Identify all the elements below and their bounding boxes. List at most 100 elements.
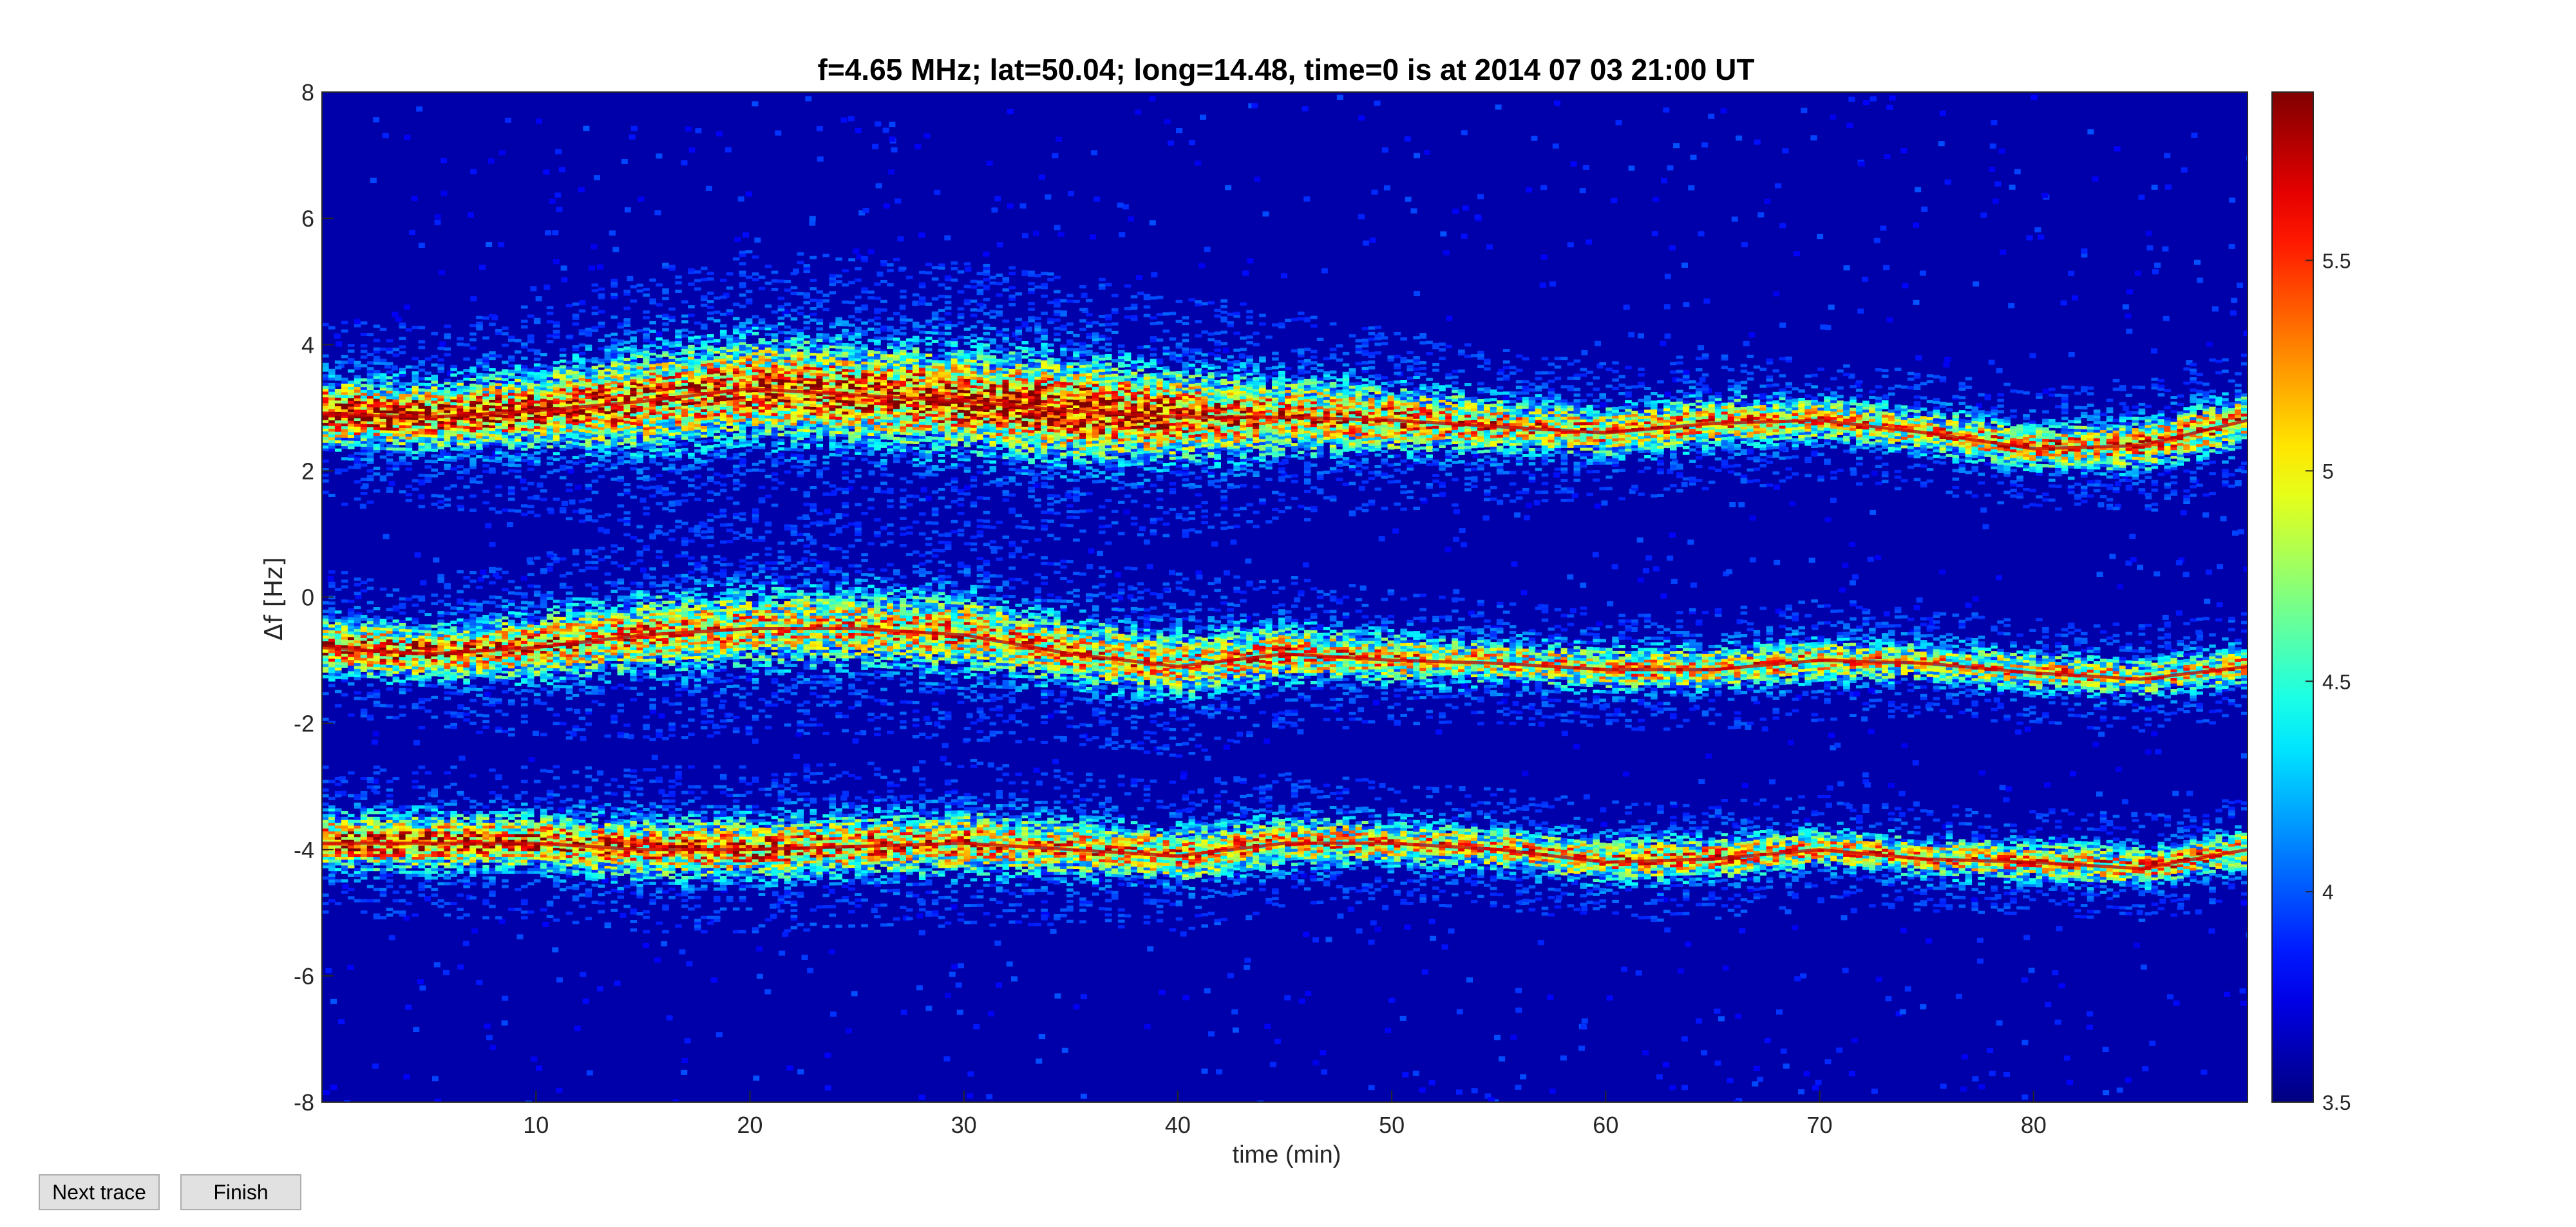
noise-cell xyxy=(1735,1013,1742,1019)
trace-cell xyxy=(386,339,393,342)
noise-cell xyxy=(1026,875,1033,881)
trace-cell xyxy=(604,391,612,395)
trace-cell xyxy=(482,373,489,377)
trace-cell xyxy=(399,447,406,451)
noise-cell xyxy=(416,106,423,112)
trace-cell xyxy=(649,403,656,407)
trace-cell xyxy=(515,421,522,425)
trace-cell xyxy=(469,324,477,328)
trace-cell xyxy=(790,465,798,469)
trace-cell xyxy=(533,377,541,381)
trace-cell xyxy=(784,288,791,292)
noise-cell xyxy=(486,242,493,247)
trace-cell xyxy=(681,357,688,361)
trace-cell xyxy=(354,480,361,484)
noise-cell xyxy=(1848,373,1855,379)
trace-cell xyxy=(758,364,766,367)
noise-cell xyxy=(1135,109,1142,115)
trace-cell xyxy=(732,337,740,341)
noise-cell xyxy=(1852,574,1859,580)
trace-cell xyxy=(559,447,567,451)
trace-cell xyxy=(726,408,734,412)
trace-cell xyxy=(719,350,727,353)
trace-cell xyxy=(777,308,785,312)
trace-cell xyxy=(444,435,451,439)
trace-cell xyxy=(521,458,528,462)
noise-cell xyxy=(1886,317,1893,323)
noise-cell xyxy=(2177,903,2184,908)
noise-cell xyxy=(1453,589,1460,595)
trace-cell xyxy=(373,449,381,453)
trace-cell xyxy=(444,333,451,337)
trace-cell xyxy=(668,421,676,425)
trace-cell xyxy=(418,445,426,449)
trace-cell xyxy=(681,408,688,412)
noise-cell xyxy=(848,116,855,122)
trace-cell xyxy=(829,484,836,488)
noise-cell xyxy=(1456,1009,1463,1015)
trace-cell xyxy=(829,370,836,374)
trace-cell xyxy=(764,432,772,436)
noise-cell xyxy=(1989,143,1996,149)
noise-cell xyxy=(1448,928,1455,934)
noise-cell xyxy=(2126,289,2133,295)
trace-cell xyxy=(424,460,432,463)
noise-cell xyxy=(1495,104,1502,110)
trace-cell xyxy=(341,383,348,387)
trace-cell xyxy=(707,365,714,369)
noise-cell xyxy=(1368,1085,1375,1091)
trace-cell xyxy=(559,402,567,406)
noise-cell xyxy=(847,485,854,491)
trace-cell xyxy=(553,361,560,364)
trace-cell xyxy=(386,370,393,374)
trace-cell xyxy=(617,348,625,351)
trace-cell xyxy=(694,466,701,470)
trace-cell xyxy=(431,440,438,444)
trace-cell xyxy=(714,381,721,385)
trace-cell xyxy=(572,509,580,513)
trace-cell xyxy=(752,351,759,355)
trace-cell xyxy=(334,442,342,446)
noise-cell xyxy=(1841,915,1848,921)
trace-cell xyxy=(572,456,580,460)
noise-cell xyxy=(1033,767,1040,773)
trace-cell xyxy=(745,326,753,330)
noise-cell xyxy=(916,913,923,919)
trace-cell xyxy=(777,359,785,362)
noise-cell xyxy=(1164,119,1171,125)
noise-cell xyxy=(2038,234,2045,240)
trace-cell xyxy=(392,430,400,434)
trace-cell xyxy=(719,380,727,384)
trace-cell xyxy=(790,385,798,389)
trace-cell xyxy=(822,418,829,422)
trace-cell xyxy=(623,389,630,393)
trace-cell xyxy=(771,461,779,465)
trace-cell xyxy=(457,496,464,500)
trace-cell xyxy=(726,366,734,370)
trace-cell xyxy=(354,403,361,407)
trace-cell xyxy=(591,328,599,332)
trace-cell xyxy=(745,372,753,376)
trace-cell xyxy=(681,391,688,395)
trace-cell xyxy=(675,281,682,285)
trace-cell xyxy=(649,366,656,370)
trace-cell xyxy=(848,400,855,404)
noise-cell xyxy=(2092,742,2099,747)
trace-cell xyxy=(559,353,567,357)
trace-cell xyxy=(732,342,740,346)
trace-cell xyxy=(701,445,708,449)
noise-cell xyxy=(1305,991,1312,996)
trace-cell xyxy=(636,414,643,418)
trace-cell xyxy=(495,388,502,392)
trace-cell xyxy=(771,449,779,453)
trace-cell xyxy=(797,337,804,341)
trace-cell xyxy=(662,365,669,368)
noise-cell xyxy=(1515,1084,1522,1090)
noise-cell xyxy=(1731,216,1738,222)
trace-cell xyxy=(591,397,599,400)
trace-cell xyxy=(848,389,855,393)
trace-cell xyxy=(521,368,528,371)
trace-cell xyxy=(405,447,413,451)
trace-cell xyxy=(771,435,779,439)
trace-cell xyxy=(366,381,374,385)
